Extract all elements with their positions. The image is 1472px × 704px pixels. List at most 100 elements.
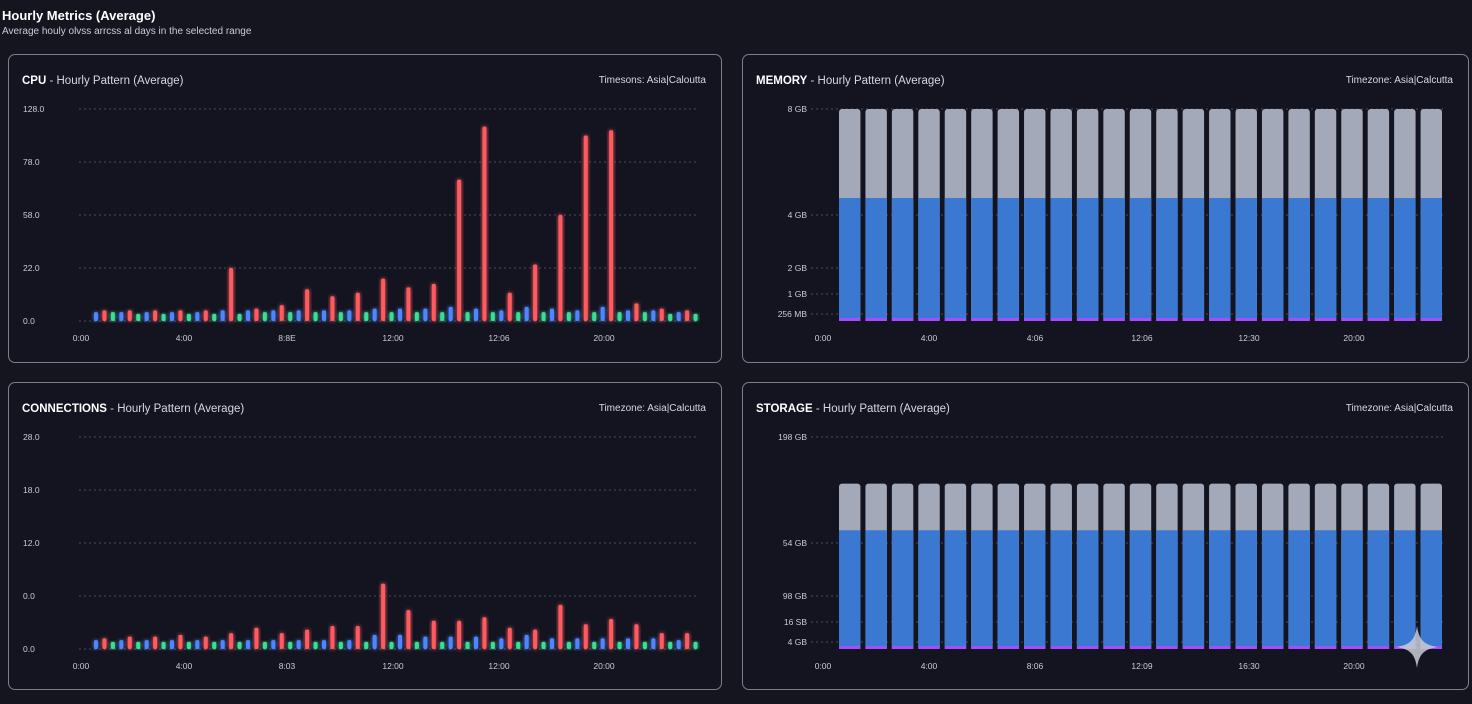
bar-used [1182, 530, 1205, 649]
bar-base [1235, 646, 1257, 649]
bar [262, 641, 267, 649]
bar-base [1024, 646, 1046, 649]
bar-base [891, 646, 914, 649]
bar [406, 287, 411, 321]
bar-base [944, 646, 967, 649]
bar [566, 641, 571, 649]
x-tick-label: 12:06 [488, 333, 510, 343]
x-tick-label: 12:00 [382, 333, 404, 343]
bar-base [944, 318, 967, 321]
x-tick-label: 4:00 [921, 333, 938, 343]
bar [364, 312, 369, 321]
bar-base [1182, 318, 1205, 321]
bar [186, 641, 191, 649]
bar [279, 633, 284, 649]
x-tick-label: 4:00 [176, 661, 193, 671]
bar-used [891, 198, 914, 321]
bar [550, 308, 554, 321]
bar-used [1129, 530, 1152, 649]
bar [322, 640, 326, 649]
bar-used [1024, 198, 1046, 321]
bar [659, 308, 664, 321]
bar [212, 641, 217, 649]
bar [575, 638, 580, 649]
bar-base [839, 646, 861, 649]
bar [448, 306, 453, 321]
bar [338, 312, 343, 321]
sparkle-icon [1396, 626, 1438, 668]
bar-used [1235, 198, 1257, 321]
bar [659, 633, 664, 649]
bar [431, 283, 436, 321]
bar [355, 292, 360, 321]
bar [457, 620, 462, 649]
panel-title: CONNECTIONS - Hourly Pattern (Average) [22, 403, 245, 415]
bar-used [1050, 198, 1072, 321]
bar [153, 636, 158, 649]
bar [414, 641, 419, 649]
bar [668, 641, 673, 649]
bar [431, 620, 436, 649]
bar [423, 636, 428, 649]
bar-used [1103, 198, 1125, 321]
bar-base [1129, 318, 1152, 321]
bar [626, 638, 630, 649]
bar-base [1156, 646, 1178, 649]
bar-used [1103, 530, 1125, 649]
bar-base [1261, 318, 1284, 321]
x-tick-label: 20:00 [593, 333, 615, 343]
bar [482, 126, 487, 322]
bar [389, 641, 394, 649]
bar-base [971, 646, 993, 649]
bar [372, 634, 377, 649]
storage-chart: 198 GB 54 GB 98 GB 16 SB 4 GB 0:00 4:00 8:06 12:… [778, 432, 1445, 671]
bar [381, 278, 386, 321]
y-tick-label: 0.0 [23, 316, 35, 326]
bar [313, 312, 318, 321]
bar-base [839, 318, 861, 321]
bar [127, 310, 132, 321]
x-tick-label: 20:00 [593, 661, 615, 671]
bar-used [1367, 198, 1390, 321]
bar [381, 583, 386, 649]
bar [448, 636, 453, 649]
bar-used [997, 530, 1020, 649]
bar [566, 312, 571, 321]
bar [617, 312, 622, 321]
bar-used [1341, 198, 1363, 321]
bar [609, 130, 614, 321]
panel-title: MEMORY - Hourly Pattern (Average) [756, 75, 945, 87]
y-tick-label: 28.0 [23, 432, 40, 442]
y-tick-label: 16 SB [784, 617, 807, 627]
bar [296, 310, 301, 321]
bar-base [918, 318, 940, 321]
y-tick-label: 256 MB [778, 309, 808, 319]
bar [355, 626, 360, 649]
bar [626, 310, 630, 321]
bar [676, 312, 681, 321]
x-tick-label: 4:00 [176, 333, 193, 343]
bar-base [865, 646, 887, 649]
bar [305, 629, 310, 649]
bar-base [1076, 318, 1099, 321]
bar-base [1235, 318, 1257, 321]
panel-title: CPU - Hourly Pattern (Average) [22, 75, 184, 87]
bar [550, 638, 554, 649]
bar-used [1394, 530, 1416, 649]
bar [110, 641, 115, 649]
bar-used [1156, 530, 1178, 649]
bar [338, 641, 343, 649]
storage-chart-panel: STORAGE - Hourly Pattern (Average) Timez… [742, 382, 1469, 690]
bar [558, 215, 563, 321]
bar-base [1209, 646, 1231, 649]
y-tick-label: 0.0 [23, 591, 35, 601]
x-tick-label: 8:8E [278, 333, 296, 343]
x-tick-label: 12:00 [488, 661, 510, 671]
bar-base [1156, 318, 1178, 321]
bar-used [1420, 530, 1442, 649]
bar [558, 604, 563, 649]
bar-used [944, 198, 967, 321]
bar [102, 310, 107, 321]
bar [465, 641, 470, 649]
bar-used [1024, 530, 1046, 649]
